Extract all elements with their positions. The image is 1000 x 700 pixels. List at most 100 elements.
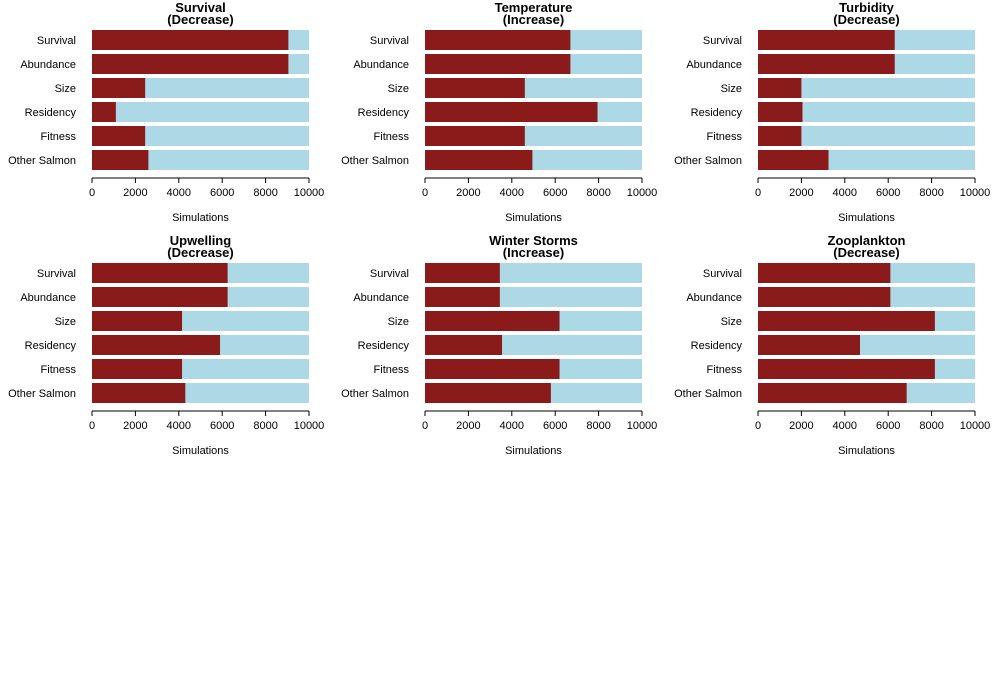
chart-0-x-tick-label-0: 0 — [89, 187, 95, 199]
chart-5-bar-0 — [758, 263, 891, 283]
chart-5-title: Zooplankton — [828, 233, 906, 248]
chart-1-x-tick-label-1: 2000 — [456, 187, 480, 199]
chart-0-category-label-5: Other Salmon — [8, 155, 76, 167]
chart-2-bar-3 — [758, 102, 803, 122]
chart-0-bar-remainder-3 — [92, 102, 309, 122]
chart-3-bar-5 — [92, 383, 186, 403]
chart-0-bar-remainder-4 — [92, 126, 309, 146]
chart-0-x-tick-label-2: 4000 — [167, 187, 191, 199]
chart-0-x-tick-label-5: 10000 — [294, 187, 325, 199]
chart-2-bar-remainder-3 — [758, 102, 975, 122]
chart-1-category-label-1: Abundance — [353, 59, 409, 71]
chart-5-subtitle: (Decrease) — [833, 245, 900, 260]
chart-0-x-tick-label-1: 2000 — [123, 187, 147, 199]
chart-2-category-label-0: Survival — [703, 35, 742, 47]
chart-2-subtitle: (Decrease) — [833, 12, 900, 27]
chart-3-bar-1 — [92, 287, 228, 307]
chart-2-x-tick-label-1: 2000 — [789, 187, 813, 199]
chart-2-category-label-2: Size — [721, 83, 742, 95]
chart-5-category-label-0: Survival — [703, 268, 742, 280]
chart-1-category-label-3: Residency — [358, 107, 410, 119]
chart-4-x-tick-label-0: 0 — [422, 420, 428, 432]
chart-2-bar-remainder-2 — [758, 78, 975, 98]
chart-3-bar-4 — [92, 359, 183, 379]
chart-1-category-label-4: Fitness — [374, 131, 410, 143]
chart-1-title: Temperature — [495, 0, 573, 15]
chart-3-bar-3 — [92, 335, 221, 355]
chart-4-bar-3 — [425, 335, 503, 355]
chart-5-category-label-3: Residency — [691, 340, 743, 352]
chart-1-bar-0 — [425, 30, 571, 50]
chart-5-category-label-1: Abundance — [686, 292, 742, 304]
chart-1-subtitle: (Increase) — [503, 12, 564, 27]
chart-4-bar-2 — [425, 311, 560, 331]
chart-2-x-tick-label-4: 8000 — [919, 187, 943, 199]
chart-2-x-tick-label-3: 6000 — [876, 187, 900, 199]
chart-1-bar-5 — [425, 150, 533, 170]
chart-4-x-axis-label: Simulations — [505, 445, 562, 457]
chart-0-category-label-1: Abundance — [20, 59, 76, 71]
chart-3-x-tick-label-5: 10000 — [294, 420, 325, 432]
chart-0-bar-4 — [92, 126, 146, 146]
chart-0-subtitle: (Decrease) — [167, 12, 234, 27]
chart-2-bar-5 — [758, 150, 829, 170]
chart-2-category-label-4: Fitness — [707, 131, 743, 143]
chart-5-x-tick-label-2: 4000 — [833, 420, 857, 432]
chart-2-bar-0 — [758, 30, 895, 50]
chart-5-x-tick-label-4: 8000 — [919, 420, 943, 432]
chart-2-title: Turbidity — [839, 0, 894, 15]
chart-5-bar-2 — [758, 311, 935, 331]
chart-4-title: Winter Storms — [489, 233, 578, 248]
chart-0-category-label-2: Size — [55, 83, 76, 95]
chart-0-x-axis-label: Simulations — [172, 212, 229, 224]
chart-4-category-label-2: Size — [388, 316, 409, 328]
chart-4-category-label-1: Abundance — [353, 292, 409, 304]
chart-3-title: Upwelling — [170, 233, 231, 248]
chart-1-bar-2 — [425, 78, 525, 98]
chart-4-bar-4 — [425, 359, 560, 379]
chart-2-x-tick-label-5: 10000 — [960, 187, 991, 199]
chart-3-category-label-3: Residency — [25, 340, 77, 352]
chart-4-x-tick-label-5: 10000 — [627, 420, 658, 432]
chart-2-bar-4 — [758, 126, 802, 146]
chart-3-x-tick-label-4: 8000 — [253, 420, 277, 432]
chart-0-category-label-4: Fitness — [41, 131, 77, 143]
chart-1-x-tick-label-4: 8000 — [586, 187, 610, 199]
chart-5-x-tick-label-3: 6000 — [876, 420, 900, 432]
chart-0-category-label-3: Residency — [25, 107, 77, 119]
chart-3-x-tick-label-1: 2000 — [123, 420, 147, 432]
chart-1-x-tick-label-5: 10000 — [627, 187, 658, 199]
chart-5-x-tick-label-5: 10000 — [960, 420, 991, 432]
chart-5-x-axis-label: Simulations — [838, 445, 895, 457]
chart-3-x-tick-label-0: 0 — [89, 420, 95, 432]
chart-4-category-label-5: Other Salmon — [341, 388, 409, 400]
chart-3-subtitle: (Decrease) — [167, 245, 234, 260]
chart-2-category-label-1: Abundance — [686, 59, 742, 71]
chart-5-category-label-2: Size — [721, 316, 742, 328]
chart-4-subtitle: (Increase) — [503, 245, 564, 260]
chart-4-x-tick-label-4: 8000 — [586, 420, 610, 432]
chart-5-bar-3 — [758, 335, 860, 355]
chart-2-bar-remainder-4 — [758, 126, 975, 146]
chart-2-bar-2 — [758, 78, 802, 98]
chart-0-bar-0 — [92, 30, 289, 50]
chart-4-category-label-4: Fitness — [374, 364, 410, 376]
chart-1-category-label-0: Survival — [370, 35, 409, 47]
chart-0-title: Survival — [175, 0, 226, 15]
chart-1-x-tick-label-2: 4000 — [500, 187, 524, 199]
chart-3-x-axis-label: Simulations — [172, 445, 229, 457]
chart-5-bar-4 — [758, 359, 935, 379]
chart-0-bar-3 — [92, 102, 116, 122]
chart-4-x-tick-label-3: 6000 — [543, 420, 567, 432]
chart-0-x-tick-label-4: 8000 — [253, 187, 277, 199]
chart-3-bar-0 — [92, 263, 228, 283]
chart-0-category-label-0: Survival — [37, 35, 76, 47]
chart-5-bar-5 — [758, 383, 907, 403]
chart-1-bar-3 — [425, 102, 598, 122]
chart-5-bar-1 — [758, 287, 891, 307]
chart-4-x-tick-label-2: 4000 — [500, 420, 524, 432]
chart-0-bar-2 — [92, 78, 146, 98]
chart-1-x-axis-label: Simulations — [505, 212, 562, 224]
chart-3-category-label-2: Size — [55, 316, 76, 328]
